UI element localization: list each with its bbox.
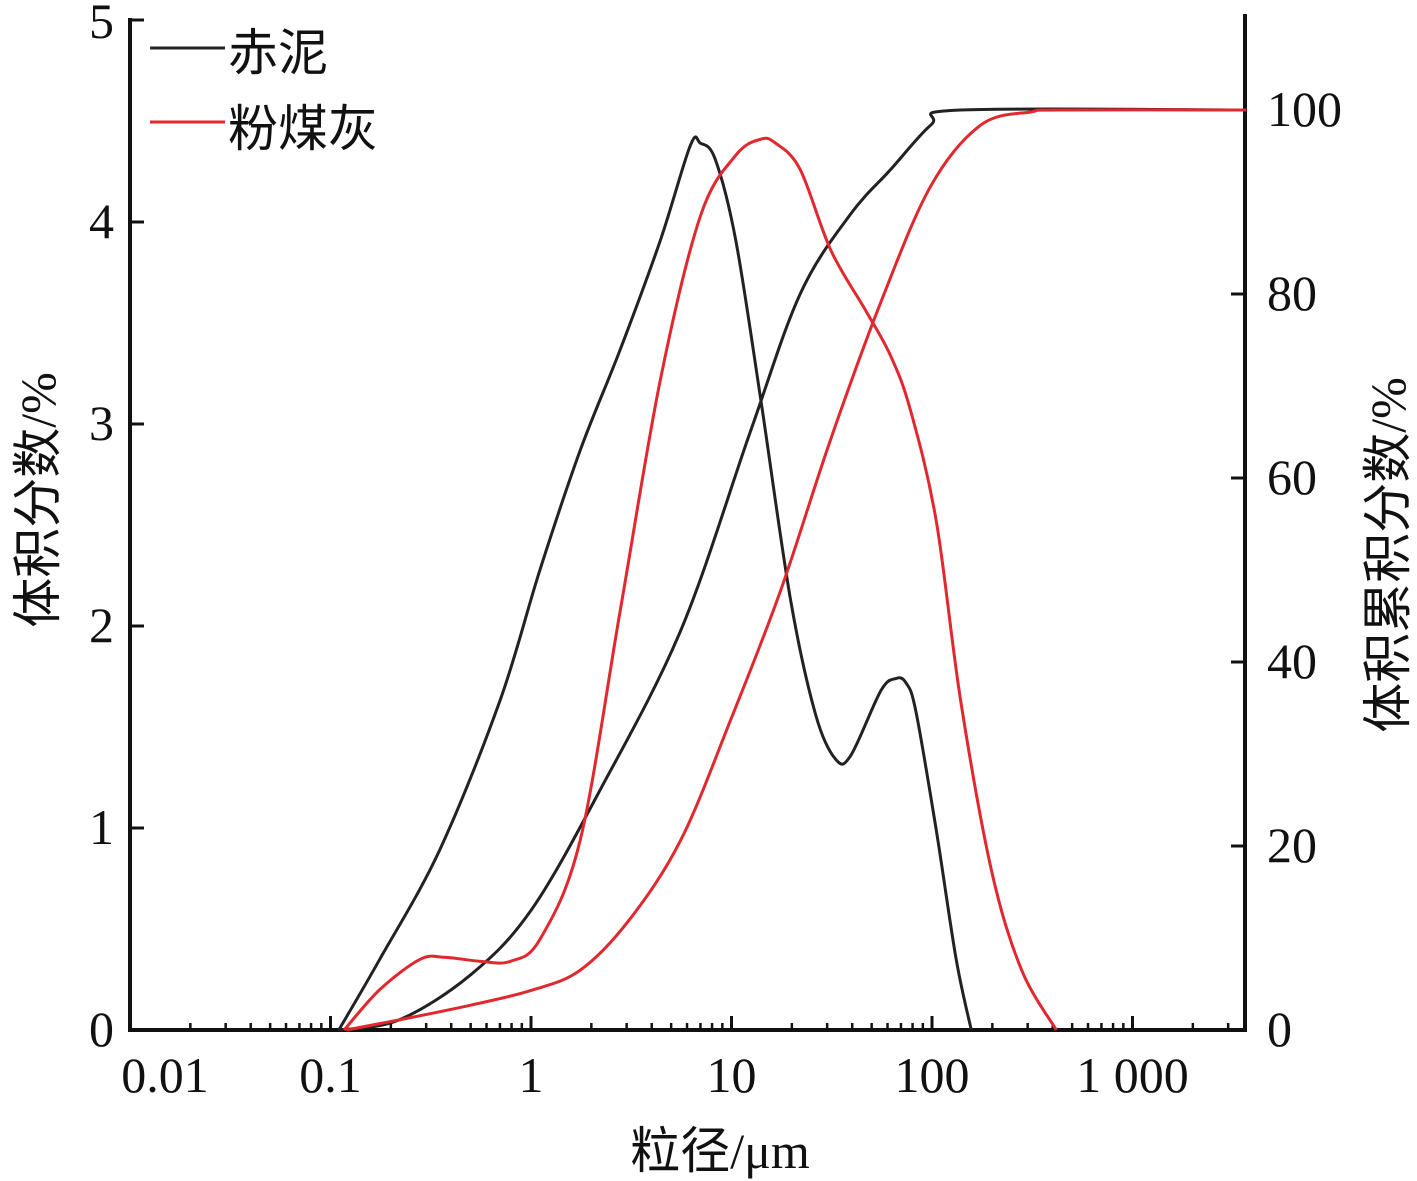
legend-label-fly-ash: 粉煤灰 [228,101,378,157]
fly-ash-distribution-line [343,136,1058,1031]
x-tick-label: 0.1 [299,1047,362,1103]
y2-tick-label: 60 [1267,449,1317,505]
legend-label-red-mud: 赤泥 [228,25,328,81]
y-tick-label: 4 [89,193,114,249]
x-tick-label: 10 [707,1047,757,1103]
y2-axis-label: 体积累积分数/% [1360,377,1416,733]
axes: 0.01 0.1 1 10 100 1 000 0 1 2 3 4 5 0 20 40 60 80 100 [89,0,1342,1103]
series-group [337,107,1247,1032]
legend: 赤泥 粉煤灰 [150,25,378,157]
y2-tick-label: 20 [1267,817,1317,873]
red-mud-distribution-line [337,135,973,1031]
y2-tick-label: 80 [1267,265,1317,321]
y-axis-label: 体积分数/% [10,372,66,628]
x-tick-label: 1 [519,1047,544,1103]
red-mud-cumulative-line [338,107,1247,1032]
y-tick-label: 3 [89,395,114,451]
y2-tick-label: 0 [1267,1001,1292,1057]
x-axis-label: 粒径/μm [630,1123,810,1179]
fly-ash-cumulative-line [346,108,1247,1032]
y-tick-label: 5 [89,0,114,49]
x-tick-label: 100 [895,1047,970,1103]
y-tick-label: 1 [89,799,114,855]
x-tick-label: 1 000 [1076,1047,1189,1103]
y-tick-label: 2 [89,597,114,653]
y-tick-label: 0 [89,1001,114,1057]
y2-tick-label: 40 [1267,633,1317,689]
x-tick-label: 0.01 [121,1047,209,1103]
y2-tick-label: 100 [1267,81,1342,137]
